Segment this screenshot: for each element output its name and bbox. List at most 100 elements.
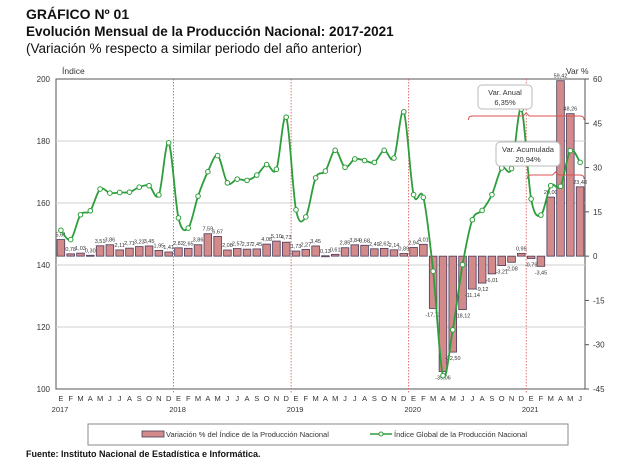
bar [213,236,222,257]
bar [321,255,330,258]
year-label: 2019 [287,405,304,414]
index-point [156,192,162,198]
bar [174,247,183,257]
month-label: D [166,394,172,403]
bar-data-label: 1,03 [75,246,86,252]
bar-data-label: 5,10 [271,234,282,240]
bar-data-label: 0,13 [320,249,331,255]
bar [487,255,497,275]
bar-data-label: 2,49 [369,242,380,248]
month-label: M [450,394,456,403]
bar-data-label: -2,08 [505,266,518,272]
month-label: N [509,394,514,403]
bar [311,245,320,257]
legend-bar-swatch [141,430,165,438]
year-label: 2017 [52,405,69,414]
month-label: M [332,394,338,403]
bar-data-label: 59,42 [554,74,568,80]
index-point [508,165,515,172]
index-point [273,166,280,173]
right-tick-label: -15 [593,296,605,305]
month-label: J [235,394,239,403]
bar [95,245,105,257]
bar-data-label: -3,21 [495,270,508,276]
source-note: Fuente: Instituto Nacional de Estadístic… [26,449,261,459]
left-tick-label: 100 [37,385,51,394]
bar-data-label: 0,95 [516,246,527,252]
index-point [136,184,143,190]
bar [301,249,311,257]
cumulative-variation-title: Var. Acumulada [502,145,555,154]
index-point [87,207,94,214]
right-tick-label: 60 [593,75,602,84]
bar [379,248,389,257]
annual-variation-title: Var. Anual [488,88,522,97]
right-tick-label: 45 [593,119,602,128]
bar-data-label: 48,26 [563,107,577,113]
bar-data-label: 2,08 [222,243,233,249]
bar [536,255,546,267]
bar [252,248,262,257]
bar [233,248,242,257]
bar [76,252,85,257]
annotation-bracket [467,112,585,121]
index-point [146,182,152,189]
index-point [263,161,270,168]
index-point [371,159,378,166]
index-point [538,212,544,218]
month-label: S [489,394,494,403]
bar-data-label: 23,48 [573,180,587,186]
bar [135,246,144,257]
bar [154,249,164,257]
index-point [185,225,192,231]
index-point [577,159,583,166]
index-point [234,176,241,182]
year-label: 2018 [169,405,186,414]
month-label: F [68,394,73,403]
bar [399,253,408,257]
bar [468,255,477,290]
bar-data-label: -0,79 [525,262,538,268]
bar-data-label: 6,67 [212,229,223,235]
left-tick-label: 120 [37,323,51,332]
month-label: F [539,394,544,403]
index-point [77,211,84,218]
bar-data-label: 2,82 [173,241,184,247]
bar-data-label: 2,11 [115,243,125,249]
left-tick-label: 160 [37,199,51,208]
left-axis-label: Índice [62,66,85,76]
index-point [97,186,103,192]
bar-data-label: 5,61 [56,233,67,239]
index-point [430,268,436,275]
legend-line-label: Índice Global de la Producción Nacional [394,430,527,439]
left-tick-label: 180 [37,137,51,146]
index-point [67,236,74,243]
month-label: S [137,394,142,403]
index-point [449,326,456,333]
bar [105,244,115,257]
bar-data-label: 0,61 [330,247,341,253]
month-label: O [499,394,505,403]
month-label: A [127,394,132,403]
bar-data-label: 0,78 [65,247,76,253]
month-label: M [567,394,573,403]
bar-data-label: 2,65 [183,241,194,247]
bar [477,255,487,284]
bar [291,250,301,257]
index-point [214,152,221,159]
index-point [528,196,534,202]
bar [350,244,360,257]
month-label: E [411,394,416,403]
bar-data-label: 2,71 [124,241,135,247]
index-point [469,216,476,223]
chart-subtitle: (Variación % respecto a similar periodo … [26,41,362,56]
bar-data-label: 3,51 [95,239,106,245]
month-label: D [519,394,525,403]
bar [526,255,536,259]
bar-data-label: -6,01 [486,278,499,284]
index-point [116,189,123,196]
month-label: A [480,394,485,403]
bar-data-label: 1,41 [163,245,174,251]
index-point [58,227,64,234]
